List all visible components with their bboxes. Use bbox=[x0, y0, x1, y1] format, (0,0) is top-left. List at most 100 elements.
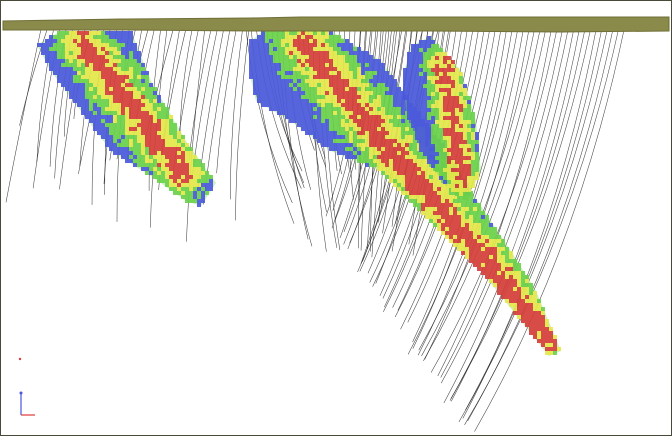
grade-block bbox=[533, 323, 537, 327]
grade-block bbox=[297, 111, 301, 115]
grade-block bbox=[125, 51, 129, 55]
grade-block bbox=[269, 99, 273, 103]
grade-block bbox=[285, 103, 289, 107]
grade-block bbox=[273, 75, 277, 79]
grade-block bbox=[309, 55, 313, 59]
grade-block bbox=[369, 131, 373, 135]
grade-block bbox=[417, 155, 421, 159]
grade-block bbox=[525, 291, 529, 295]
grade-block bbox=[465, 231, 469, 235]
grade-block bbox=[109, 139, 113, 143]
grade-block bbox=[437, 227, 441, 231]
grade-block bbox=[101, 95, 105, 99]
grade-block bbox=[333, 51, 337, 55]
grade-block bbox=[405, 139, 409, 143]
grade-block bbox=[297, 123, 301, 127]
grade-block bbox=[429, 219, 433, 223]
grade-block bbox=[461, 231, 465, 235]
grade-block bbox=[397, 151, 401, 155]
grade-block bbox=[361, 103, 365, 107]
grade-block bbox=[257, 39, 261, 43]
grade-block bbox=[477, 255, 481, 259]
grade-block bbox=[497, 283, 501, 287]
grade-block bbox=[467, 128, 471, 132]
grade-block bbox=[101, 91, 105, 95]
grade-block bbox=[389, 159, 393, 163]
grade-block bbox=[451, 188, 455, 192]
grade-block bbox=[149, 171, 153, 175]
grade-block bbox=[365, 163, 369, 167]
grade-block bbox=[117, 59, 121, 63]
grade-block bbox=[415, 48, 419, 52]
grade-block bbox=[423, 136, 427, 140]
grade-block bbox=[181, 171, 185, 175]
grade-block bbox=[439, 136, 443, 140]
drill-hole-trace bbox=[440, 28, 569, 384]
grade-block bbox=[205, 175, 209, 179]
grade-block bbox=[281, 67, 285, 71]
grade-block bbox=[497, 235, 501, 239]
grade-block bbox=[137, 147, 141, 151]
grade-block bbox=[313, 67, 317, 71]
grade-block bbox=[345, 107, 349, 111]
grade-block bbox=[425, 195, 429, 199]
grade-block bbox=[89, 59, 93, 63]
grade-block bbox=[361, 115, 365, 119]
grade-block bbox=[369, 155, 373, 159]
grade-block bbox=[69, 35, 73, 39]
grade-block bbox=[437, 191, 441, 195]
grade-block bbox=[385, 107, 389, 111]
grade-block bbox=[301, 59, 305, 63]
grade-block bbox=[109, 47, 113, 51]
grade-block bbox=[265, 51, 269, 55]
grade-block bbox=[353, 51, 357, 55]
grade-block bbox=[145, 127, 149, 131]
grade-block bbox=[105, 75, 109, 79]
grade-block bbox=[369, 79, 373, 83]
grade-block bbox=[305, 127, 309, 131]
grade-block bbox=[97, 79, 101, 83]
grade-block bbox=[305, 91, 309, 95]
grade-block bbox=[433, 187, 437, 191]
grade-block bbox=[293, 99, 297, 103]
grade-block bbox=[173, 167, 177, 171]
grade-block bbox=[361, 159, 365, 163]
grade-block bbox=[145, 123, 149, 127]
grade-block bbox=[405, 195, 409, 199]
grade-block bbox=[473, 211, 477, 215]
grade-block bbox=[57, 51, 61, 55]
grade-block bbox=[149, 139, 153, 143]
grade-block bbox=[401, 139, 405, 143]
grade-block bbox=[427, 52, 431, 56]
grade-block bbox=[173, 155, 177, 159]
grade-block bbox=[409, 139, 413, 143]
grade-block bbox=[353, 107, 357, 111]
grade-block bbox=[285, 51, 289, 55]
grade-block bbox=[441, 215, 445, 219]
grade-block bbox=[455, 160, 459, 164]
grade-block bbox=[429, 215, 433, 219]
grade-block bbox=[305, 35, 309, 39]
grade-block bbox=[365, 59, 369, 63]
grade-block bbox=[459, 92, 463, 96]
grade-block bbox=[403, 80, 407, 84]
grade-block bbox=[465, 219, 469, 223]
grade-block bbox=[341, 79, 345, 83]
grade-block bbox=[365, 91, 369, 95]
grade-block bbox=[265, 83, 269, 87]
grade-block bbox=[125, 159, 129, 163]
grade-block bbox=[337, 59, 341, 63]
grade-block bbox=[337, 71, 341, 75]
grade-block bbox=[345, 55, 349, 59]
grade-block bbox=[125, 75, 129, 79]
grade-block bbox=[357, 79, 361, 83]
grade-block bbox=[329, 131, 333, 135]
grade-block bbox=[423, 108, 427, 112]
grade-block bbox=[113, 59, 117, 63]
grade-block bbox=[385, 123, 389, 127]
grade-block bbox=[77, 95, 81, 99]
grade-block bbox=[321, 71, 325, 75]
grade-block bbox=[137, 91, 141, 95]
